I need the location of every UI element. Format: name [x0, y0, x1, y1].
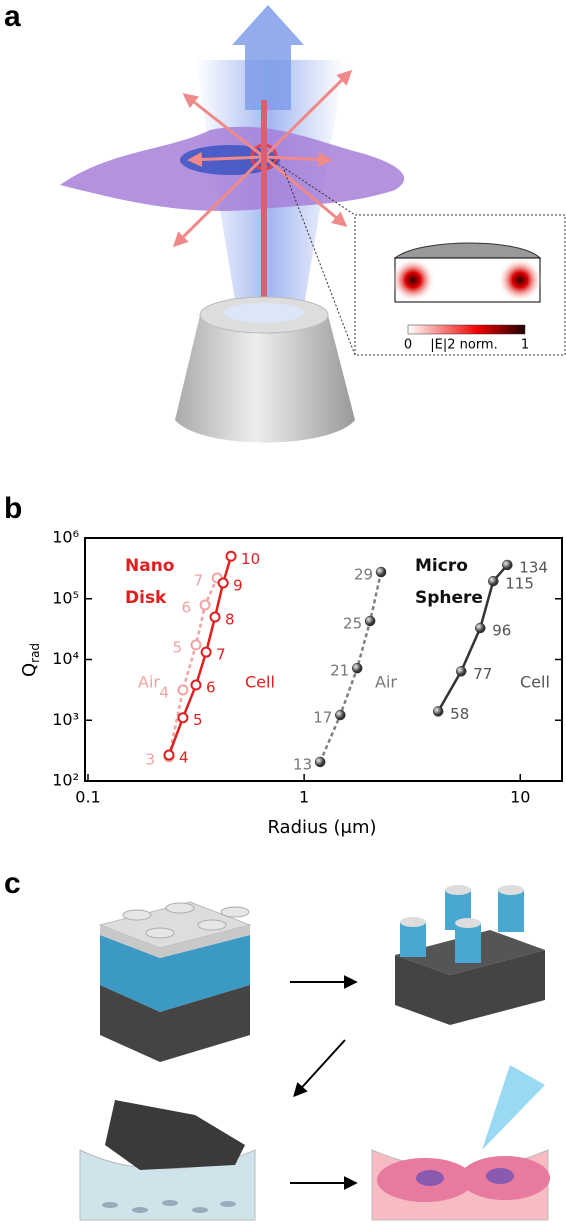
arrow: [293, 1039, 346, 1098]
y-tick-label: 10³: [52, 710, 79, 729]
point-label: 8: [225, 611, 235, 629]
group-label: Disk: [125, 588, 167, 608]
panel-label: b: [4, 492, 22, 525]
released-disks: [102, 1200, 236, 1213]
point-label: 134: [519, 558, 548, 576]
data-point: [199, 599, 211, 611]
data-point: [190, 639, 202, 651]
data-point: [190, 679, 202, 691]
data-point: [455, 666, 467, 677]
data-point: [209, 611, 221, 623]
point-label: 4: [179, 748, 189, 766]
zoom-lines: [271, 159, 356, 356]
panel-label: a: [4, 0, 21, 33]
colorbar-min: 0: [404, 338, 412, 353]
point-label: 5: [172, 638, 182, 656]
field-hotspot: [391, 258, 435, 302]
nucleus: [416, 1170, 444, 1186]
panel-label: c: [4, 867, 21, 900]
substrate: [395, 950, 545, 1025]
data-point: [351, 662, 363, 674]
data-point: [314, 756, 326, 768]
y-axis-label-main: Q: [19, 663, 40, 677]
group-label: Nano: [125, 556, 174, 576]
series-label: Air: [375, 673, 397, 692]
y-tick-label: 10⁵: [52, 588, 79, 607]
panel-b: b Radius (μm) Qrad 0.1 1 10 10² 10³ 10⁴ 10⁵ 10⁶…: [4, 492, 563, 838]
data-point: [488, 575, 499, 587]
y-axis-label: Qrad: [19, 643, 42, 677]
emission-arrow: [232, 5, 304, 110]
chip: [105, 1100, 245, 1170]
point-label: 29: [354, 566, 373, 584]
point-label: 77: [473, 665, 492, 683]
data-point: [225, 550, 237, 562]
point-label: 9: [233, 576, 243, 594]
data-point: [364, 615, 376, 627]
series-label: Cell: [520, 673, 550, 692]
data-point: [335, 709, 346, 721]
panel-a: a 0 |E|2 norm. 1: [4, 0, 566, 443]
x-axis-label: Radius (μm): [267, 817, 376, 838]
colorbar-title: |E|2 norm.: [430, 338, 497, 353]
x-tick-label: 10: [510, 788, 530, 807]
point-label: 3: [145, 750, 155, 768]
pillars: [400, 885, 524, 963]
data-point: [200, 646, 212, 658]
dish: [79, 1149, 256, 1221]
data-point: [217, 577, 229, 589]
data-point: [475, 622, 486, 634]
beam: [482, 1065, 545, 1150]
group-label: Sphere: [415, 588, 483, 608]
point-label: 7: [216, 646, 226, 664]
field-hotspot: [498, 258, 542, 302]
y-tick-label: 10⁴: [52, 649, 79, 668]
layer: [100, 935, 250, 1012]
objective-lens: [224, 303, 304, 323]
point-label: 13: [293, 755, 312, 773]
point-label: 6: [182, 598, 192, 616]
point-label: 7: [194, 571, 204, 589]
disk-cap: [393, 242, 542, 259]
point-label: 96: [492, 622, 511, 640]
point-label: 4: [159, 683, 169, 701]
point-label: 6: [206, 679, 216, 697]
series-label: Air: [138, 673, 160, 692]
data-point: [502, 559, 513, 571]
data-point: [375, 566, 387, 578]
data-point: [163, 749, 175, 761]
point-label: 25: [343, 615, 362, 633]
x-tick-label: 1: [299, 788, 309, 807]
panel-c: c: [4, 867, 550, 1221]
y-tick-label: 10²: [52, 771, 79, 790]
point-label: 17: [313, 709, 332, 727]
series-label: Cell: [245, 673, 275, 692]
substrate: [100, 985, 250, 1062]
x-tick-label: 0.1: [75, 788, 100, 807]
colorbar: [407, 324, 526, 335]
point-label: 115: [505, 575, 534, 593]
point-label: 58: [450, 705, 469, 723]
mask-side: [100, 925, 250, 958]
point-label: 5: [193, 711, 203, 729]
emission-rays: [172, 69, 353, 248]
disks: [122, 902, 250, 939]
data-point: [177, 684, 189, 696]
data-point: [177, 712, 189, 724]
group-label: Micro: [415, 556, 468, 576]
colorbar-max: 1: [521, 338, 529, 353]
nucleus: [486, 1168, 514, 1184]
point-label: 21: [330, 662, 349, 680]
objective: [175, 315, 355, 443]
y-axis-label-sub: rad: [28, 643, 42, 663]
data-point: [432, 706, 444, 717]
y-tick-label: 10⁶: [52, 528, 79, 547]
point-label: 10: [241, 550, 260, 568]
